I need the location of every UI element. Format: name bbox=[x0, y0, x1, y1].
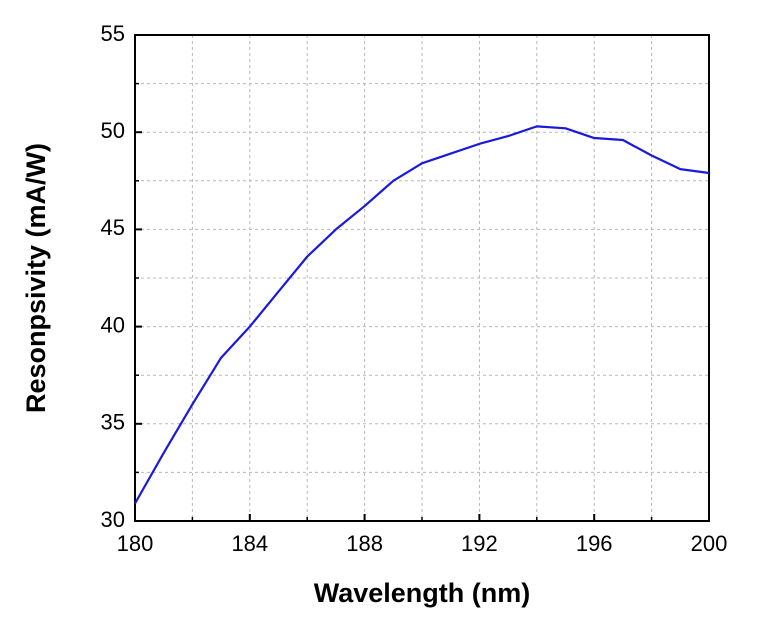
data-line bbox=[134, 125, 710, 505]
x-tick-label: 180 bbox=[117, 531, 154, 556]
y-tick-label: 45 bbox=[101, 215, 125, 240]
y-tick-label: 40 bbox=[101, 312, 125, 337]
y-tick-label: 30 bbox=[101, 507, 125, 532]
x-tick-label: 188 bbox=[346, 531, 383, 556]
y-axis-title: Resonpsivity (mA/W) bbox=[21, 143, 51, 413]
x-axis-title: Wavelength (nm) bbox=[314, 578, 531, 608]
x-tick-label: 200 bbox=[691, 531, 728, 556]
y-tick-label: 35 bbox=[101, 410, 125, 435]
x-tick-label: 192 bbox=[461, 531, 498, 556]
y-tick-label: 50 bbox=[101, 118, 125, 143]
x-tick-label: 184 bbox=[231, 531, 268, 556]
y-tick-label: 55 bbox=[101, 21, 125, 46]
x-tick-label: 196 bbox=[576, 531, 613, 556]
